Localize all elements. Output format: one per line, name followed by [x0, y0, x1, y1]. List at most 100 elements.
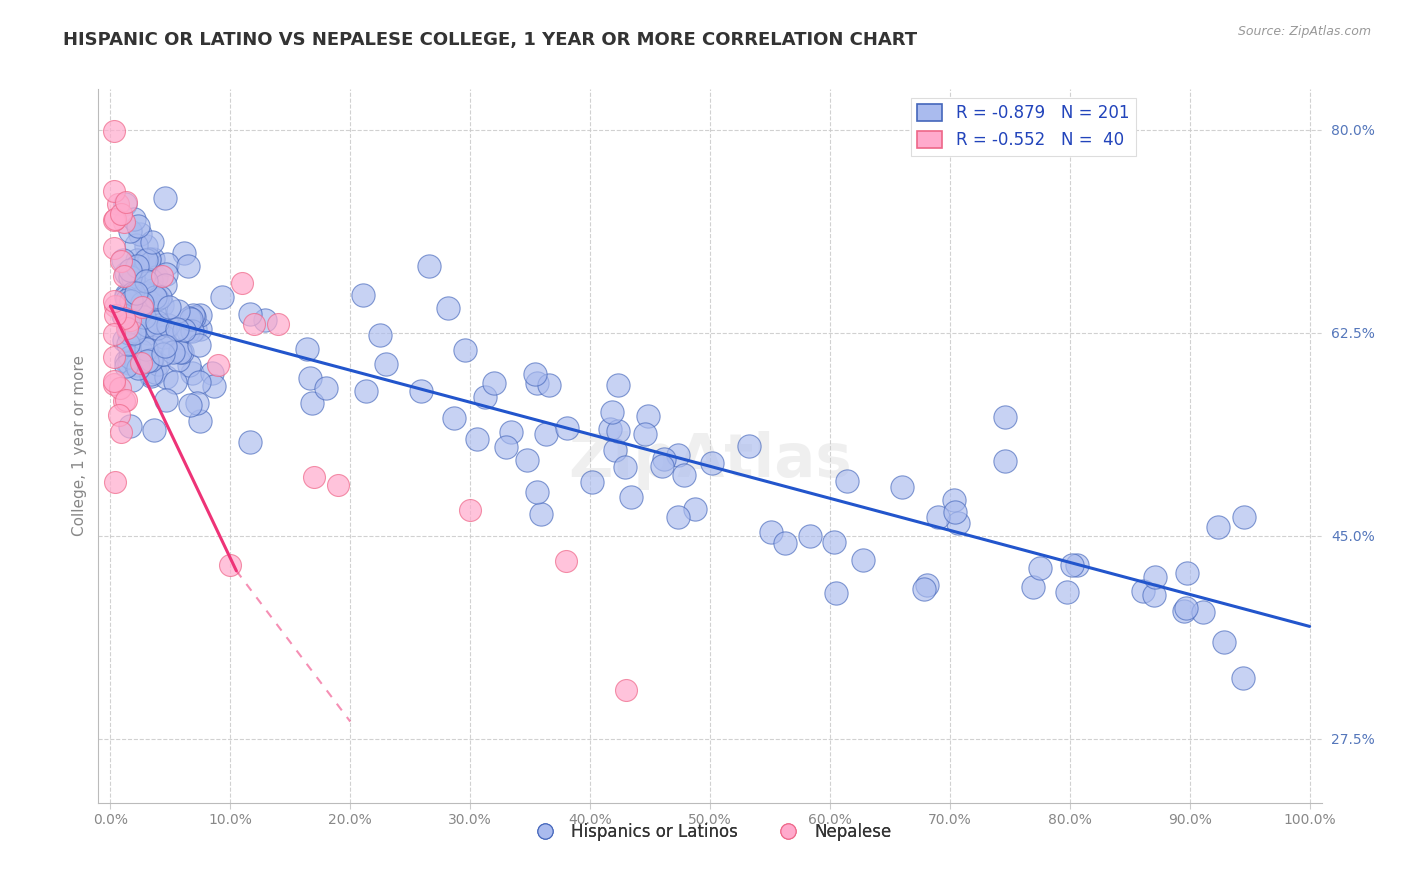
Point — [125, 315, 148, 329]
Point — [835, 474, 858, 488]
Point — [124, 324, 146, 338]
Point — [166, 322, 188, 336]
Point — [131, 298, 153, 312]
Point — [127, 219, 149, 233]
Point — [135, 253, 157, 268]
Point — [516, 452, 538, 467]
Point — [666, 510, 689, 524]
Point — [143, 290, 166, 304]
Point — [112, 308, 135, 322]
Point — [112, 215, 135, 229]
Point — [180, 312, 202, 326]
Legend: Hispanics or Latinos, Nepalese: Hispanics or Latinos, Nepalese — [522, 817, 898, 848]
Point — [118, 224, 141, 238]
Point — [555, 554, 578, 568]
Point — [117, 336, 139, 351]
Point — [354, 384, 377, 398]
Text: HISPANIC OR LATINO VS NEPALESE COLLEGE, 1 YEAR OR MORE CORRELATION CHART: HISPANIC OR LATINO VS NEPALESE COLLEGE, … — [63, 31, 917, 49]
Point — [103, 294, 125, 309]
Point — [107, 197, 129, 211]
Point — [122, 211, 145, 226]
Point — [685, 502, 707, 516]
Point — [104, 299, 127, 313]
Point — [104, 308, 127, 322]
Point — [118, 270, 141, 285]
Y-axis label: College, 1 year or more: College, 1 year or more — [72, 356, 87, 536]
Point — [188, 322, 211, 336]
Point — [1056, 585, 1078, 599]
Point — [120, 418, 142, 433]
Point — [118, 356, 141, 370]
Point — [799, 529, 821, 543]
Point — [418, 259, 440, 273]
Point — [131, 301, 153, 315]
Point — [912, 582, 935, 596]
Point — [136, 326, 159, 340]
Point — [114, 195, 136, 210]
Point — [239, 434, 262, 449]
Point — [155, 191, 177, 205]
Point — [136, 354, 159, 368]
Point — [103, 124, 125, 138]
Point — [437, 301, 460, 315]
Point — [156, 257, 179, 271]
Point — [125, 285, 148, 300]
Point — [131, 295, 153, 310]
Point — [614, 460, 637, 475]
Point — [231, 276, 253, 290]
Point — [112, 311, 135, 326]
Point — [110, 381, 132, 395]
Point — [124, 324, 146, 338]
Point — [112, 333, 135, 347]
Point — [201, 366, 224, 380]
Point — [141, 235, 163, 250]
Point — [1022, 580, 1045, 594]
Point — [127, 360, 149, 375]
Point — [1206, 520, 1229, 534]
Point — [1144, 570, 1167, 584]
Point — [1066, 558, 1088, 572]
Point — [135, 274, 157, 288]
Point — [139, 273, 162, 287]
Point — [738, 439, 761, 453]
Point — [297, 342, 319, 356]
Point — [120, 293, 142, 308]
Text: Source: ZipAtlas.com: Source: ZipAtlas.com — [1237, 25, 1371, 38]
Point — [352, 287, 374, 301]
Point — [132, 310, 155, 324]
Point — [142, 305, 165, 319]
Point — [114, 290, 136, 304]
Point — [162, 344, 184, 359]
Point — [145, 270, 167, 285]
Point — [153, 324, 176, 338]
Point — [1029, 561, 1052, 575]
Point — [125, 259, 148, 273]
Point — [328, 478, 350, 492]
Point — [103, 185, 125, 199]
Point — [120, 289, 142, 303]
Point — [1175, 600, 1198, 615]
Point — [143, 423, 166, 437]
Point — [122, 271, 145, 285]
Point — [482, 376, 505, 390]
Point — [1175, 566, 1198, 580]
Point — [118, 326, 141, 340]
Point — [112, 394, 135, 409]
Point — [927, 509, 949, 524]
Point — [994, 453, 1017, 467]
Point — [994, 410, 1017, 425]
Point — [103, 241, 125, 255]
Point — [173, 323, 195, 337]
Point — [135, 239, 157, 253]
Point — [634, 427, 657, 442]
Text: ZipAtlas: ZipAtlas — [568, 431, 852, 490]
Point — [184, 322, 207, 336]
Point — [458, 503, 481, 517]
Point — [651, 459, 673, 474]
Point — [1173, 604, 1195, 618]
Point — [1233, 510, 1256, 524]
Point — [534, 427, 557, 442]
Point — [167, 353, 190, 368]
Point — [155, 339, 177, 353]
Point — [581, 475, 603, 490]
